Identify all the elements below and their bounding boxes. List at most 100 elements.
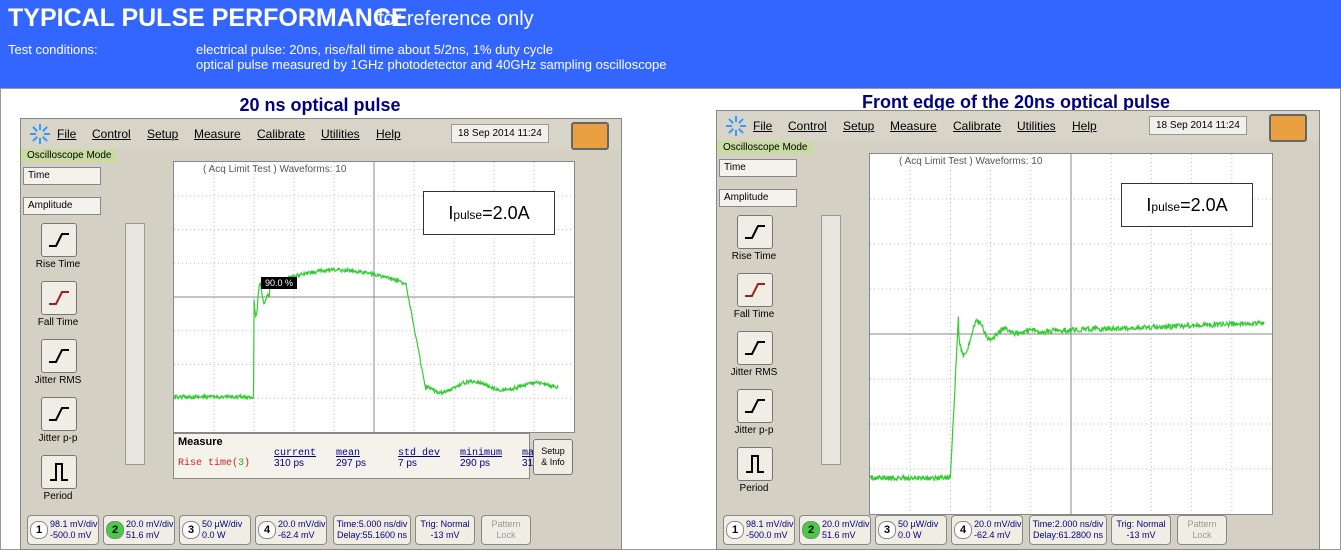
mode-tab: Oscilloscope Mode (21, 149, 117, 162)
trigger-button[interactable]: Trig: Normal-13 mV (415, 515, 475, 545)
graph-icon (571, 122, 609, 150)
pattern-text: Lock (482, 530, 530, 540)
icon-glyph (745, 284, 765, 296)
button-label: Rise Time (21, 259, 95, 270)
menu-item[interactable]: Help (376, 127, 401, 141)
button-label: Jitter p-p (21, 433, 95, 444)
menu-item[interactable]: Utilities (1017, 119, 1056, 133)
button-label: Period (21, 491, 95, 502)
title: TYPICAL PULSE PERFORMANCE (8, 4, 408, 33)
app-icon (27, 121, 53, 147)
menu-item[interactable]: Calibrate (953, 119, 1001, 133)
button-icon[interactable] (41, 397, 77, 431)
menu-item[interactable]: File (753, 119, 772, 133)
panel-title: 20 ns optical pulse (20, 95, 620, 116)
menu-item[interactable]: Measure (194, 127, 241, 141)
icon-glyph (50, 464, 68, 480)
selector[interactable]: Time (23, 167, 101, 185)
icon-ray (43, 137, 47, 141)
row-end: ) (244, 458, 250, 469)
pattern-text: Pattern (1178, 519, 1226, 529)
channel-number: 3 (878, 521, 896, 539)
waveform-trace (870, 317, 1264, 481)
scrollbar (125, 223, 145, 465)
icon (738, 216, 772, 248)
pattern-text: Lock (1178, 530, 1226, 540)
channel-setting: 50 µW/div (202, 519, 242, 529)
app-icon (723, 113, 749, 139)
selector[interactable]: Amplitude (23, 197, 101, 215)
menu-item[interactable]: Help (1072, 119, 1097, 133)
measure-value: 297 ps (336, 458, 366, 469)
icon-ray (33, 127, 37, 131)
measure-value: 310 ps (274, 458, 304, 469)
icon-ray (43, 127, 47, 131)
channel-setting: 51.6 mV (126, 530, 160, 540)
channel-number: 4 (258, 521, 276, 539)
date-time: 18 Sep 2014 11:24 (1149, 116, 1247, 135)
marker-label: 90.0 % (261, 277, 297, 289)
menu-item[interactable]: Setup (147, 127, 178, 141)
button-icon[interactable] (737, 331, 773, 365)
icon-glyph (745, 226, 765, 238)
menu-bar: File Control Setup Measure Calibrate Utilitie… (21, 119, 621, 149)
channel-setting: 20.0 mV/div (278, 519, 326, 529)
button-icon[interactable] (41, 281, 77, 315)
menu-item[interactable]: Utilities (321, 127, 360, 141)
button-icon[interactable] (737, 389, 773, 423)
timebase-text: Delay:61.2800 ns (1030, 530, 1106, 540)
menu-item[interactable]: Control (92, 127, 131, 141)
button-icon[interactable] (41, 455, 77, 489)
timebase-text: Delay:55.1600 ns (334, 530, 410, 540)
conditions-label: Test conditions: (8, 42, 98, 57)
trigger-button[interactable]: Trig: Normal-13 mV (1111, 515, 1171, 545)
menu-item[interactable]: Calibrate (257, 127, 305, 141)
button-icon[interactable] (737, 215, 773, 249)
waveform-trace (174, 268, 558, 399)
oscilloscope-screen: File Control Setup Measure Calibrate Utilitie… (20, 118, 622, 550)
current-label: Ipulse=2.0A (1121, 183, 1253, 227)
channel-number: 1 (30, 521, 48, 539)
channel-setting: -500.0 mV (746, 530, 788, 540)
button-label: Jitter p-p (717, 425, 791, 436)
icon (42, 456, 76, 488)
button-icon[interactable] (41, 223, 77, 257)
button-icon[interactable] (737, 447, 773, 481)
menu-item[interactable]: Control (788, 119, 827, 133)
timebase-text: Time:2.000 ns/div (1030, 519, 1106, 529)
button-icon[interactable] (41, 339, 77, 373)
selector[interactable]: Time (719, 159, 797, 177)
menu-item[interactable]: File (57, 127, 76, 141)
page: TYPICAL PULSE PERFORMANCE for reference … (0, 0, 1341, 550)
selector[interactable]: Amplitude (719, 189, 797, 207)
button-icon[interactable] (737, 273, 773, 307)
setup-button[interactable]: Setup& Info (533, 439, 573, 475)
channel-setting: 50 µW/div (898, 519, 938, 529)
menu-item[interactable]: Measure (890, 119, 937, 133)
icon-ray (739, 129, 743, 133)
channel-number: 3 (182, 521, 200, 539)
oscilloscope-screen: File Control Setup Measure Calibrate Utilitie… (716, 110, 1320, 550)
icon-glyph (746, 456, 764, 472)
trigger-text: -13 mV (1112, 530, 1170, 540)
acquisition-status: ( Acq Limit Test ) Waveforms: 10 (203, 164, 346, 175)
label-value: =2.0A (1180, 195, 1228, 215)
menu-item[interactable]: Setup (843, 119, 874, 133)
icon (30, 124, 50, 144)
button-label: Fall Time (21, 317, 95, 328)
icon (726, 116, 746, 136)
scrollbar (821, 215, 841, 465)
measure-row-label: Rise time(3) (178, 458, 250, 469)
